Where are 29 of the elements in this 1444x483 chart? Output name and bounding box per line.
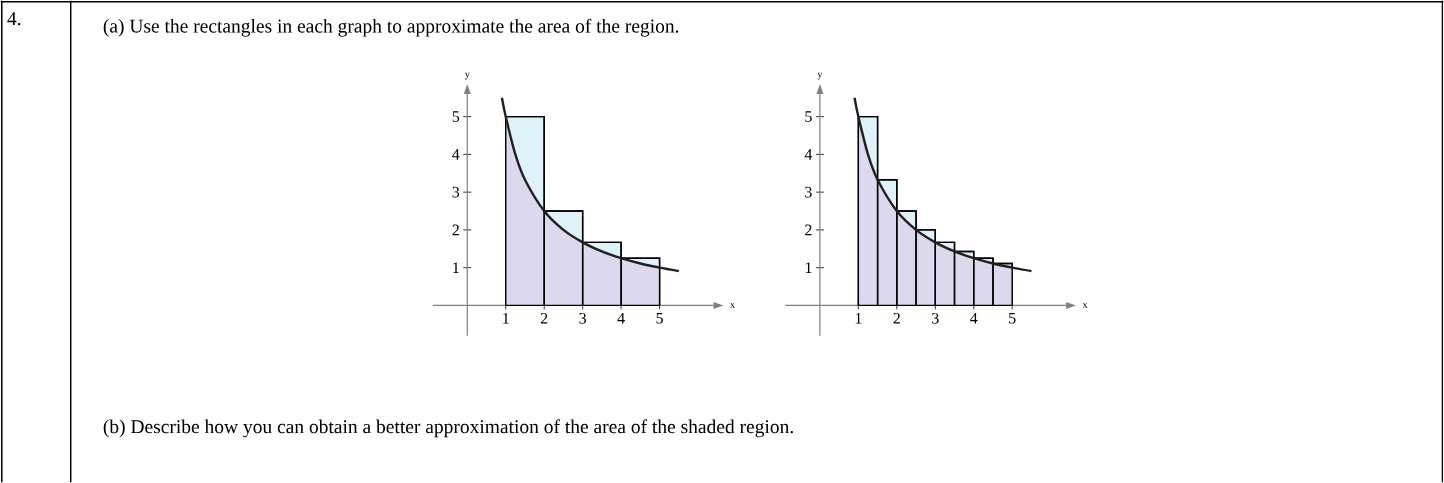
text: 4. bbox=[7, 12, 21, 26]
x-tick-label: 1 bbox=[503, 312, 509, 324]
x-axis-title: x bbox=[730, 303, 735, 308]
y-tick-label: 5 bbox=[805, 111, 812, 122]
y-tick-label: 5 bbox=[452, 111, 460, 122]
line-series bbox=[853, 96, 1033, 273]
x-tick-label: 5 bbox=[1009, 312, 1016, 324]
x-tick-label: 2 bbox=[540, 312, 548, 324]
y-tick-label: 2 bbox=[805, 224, 812, 236]
y-axis-title: y bbox=[817, 72, 823, 80]
x-tick-label: 3 bbox=[579, 312, 587, 324]
x-axis-title: x bbox=[1082, 303, 1088, 308]
x-tick-label: 5 bbox=[656, 312, 663, 324]
x-tick-label: 3 bbox=[932, 312, 939, 324]
y-tick-label: 4 bbox=[804, 149, 813, 160]
x-tick-label: 2 bbox=[893, 312, 900, 324]
x-tick-label: 4 bbox=[617, 312, 625, 324]
y-tick-label: 2 bbox=[452, 224, 459, 236]
y-tick-label: 3 bbox=[805, 186, 812, 198]
x-tick-label: 1 bbox=[855, 312, 862, 324]
y-tick-label: 1 bbox=[453, 262, 459, 273]
y-tick-label: 4 bbox=[452, 149, 460, 160]
line-series bbox=[500, 96, 680, 273]
text: (b) Describe how you can obtain a better approximation of the area of the shaded region. bbox=[103, 419, 793, 438]
x-tick-label: 4 bbox=[970, 312, 978, 324]
text: (a) Use the rectangles in each graph to approximate the area of the region. bbox=[103, 18, 679, 37]
y-tick-label: 3 bbox=[452, 186, 460, 198]
y-tick-label: 1 bbox=[805, 262, 812, 273]
y-axis-title: y bbox=[464, 72, 470, 80]
